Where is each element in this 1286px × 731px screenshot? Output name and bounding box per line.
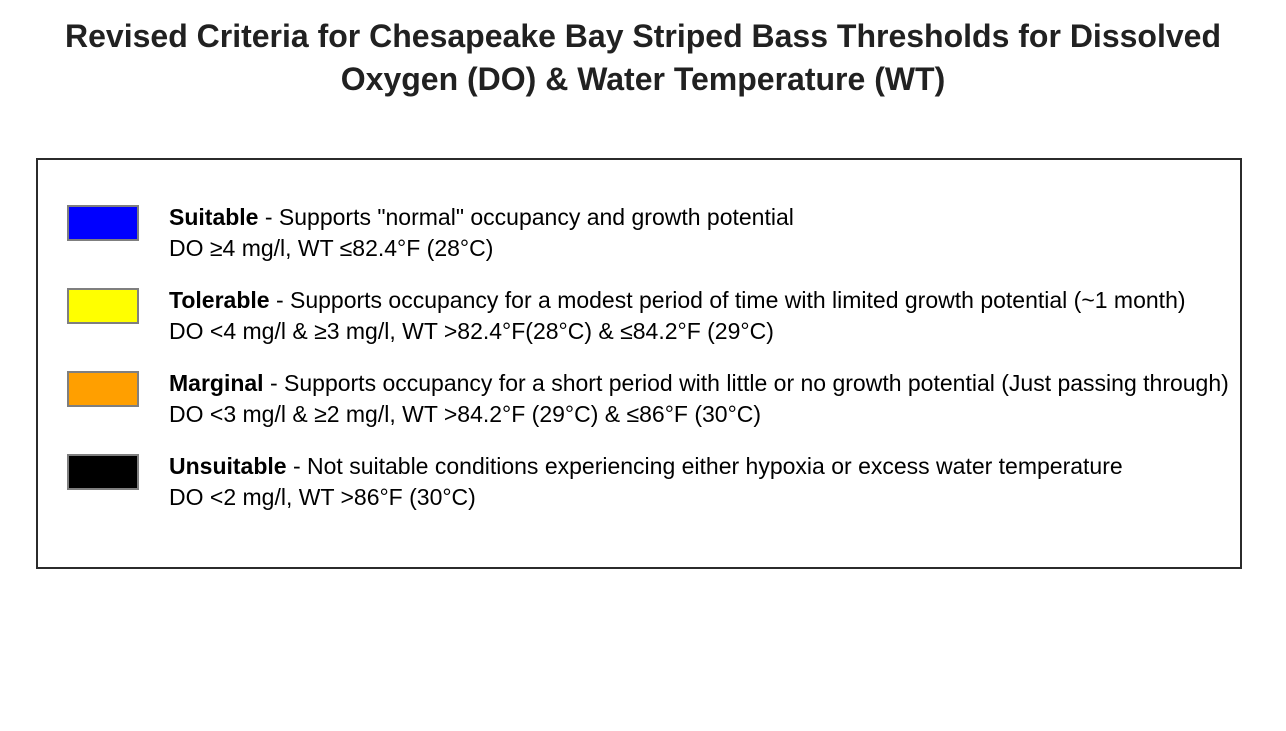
page-title: Revised Criteria for Chesapeake Bay Stri… (65, 18, 1221, 97)
category-name: Marginal (169, 370, 264, 396)
suitable-color-swatch (67, 205, 139, 241)
category-description: - Supports "normal" occupancy and growth… (264, 204, 794, 230)
category-description: - Supports occupancy for a short period … (269, 370, 1229, 396)
category-name: Suitable (169, 204, 259, 230)
category-line: Unsuitable - Not suitable conditions exp… (169, 451, 1231, 482)
category-name: Tolerable (169, 287, 270, 313)
category-criteria: DO <4 mg/l & ≥3 mg/l, WT >82.4°F(28°C) &… (169, 318, 774, 344)
legend-item-text: Tolerable - Supports occupancy for a mod… (169, 285, 1231, 347)
category-description: - Not suitable conditions experiencing e… (292, 453, 1123, 479)
criteria-legend-box: Suitable - Supports "normal" occupancy a… (36, 158, 1242, 569)
legend-item-unsuitable: Unsuitable - Not suitable conditions exp… (67, 451, 1240, 513)
category-line: Suitable - Supports "normal" occupancy a… (169, 202, 1231, 233)
category-line: Marginal - Supports occupancy for a shor… (169, 368, 1231, 399)
tolerable-color-swatch (67, 288, 139, 324)
legend-item-text: Suitable - Supports "normal" occupancy a… (169, 202, 1231, 264)
category-description: - Supports occupancy for a modest period… (275, 287, 1186, 313)
unsuitable-color-swatch (67, 454, 139, 490)
legend-item-suitable: Suitable - Supports "normal" occupancy a… (67, 202, 1240, 264)
category-criteria: DO ≥4 mg/l, WT ≤82.4°F (28°C) (169, 235, 494, 261)
marginal-color-swatch (67, 371, 139, 407)
legend-item-tolerable: Tolerable - Supports occupancy for a mod… (67, 285, 1240, 347)
legend-item-text: Unsuitable - Not suitable conditions exp… (169, 451, 1231, 513)
category-criteria: DO <2 mg/l, WT >86°F (30°C) (169, 484, 476, 510)
category-line: Tolerable - Supports occupancy for a mod… (169, 285, 1231, 316)
legend-item-marginal: Marginal - Supports occupancy for a shor… (67, 368, 1240, 430)
category-name: Unsuitable (169, 453, 287, 479)
category-criteria: DO <3 mg/l & ≥2 mg/l, WT >84.2°F (29°C) … (169, 401, 762, 427)
legend-item-text: Marginal - Supports occupancy for a shor… (169, 368, 1231, 430)
